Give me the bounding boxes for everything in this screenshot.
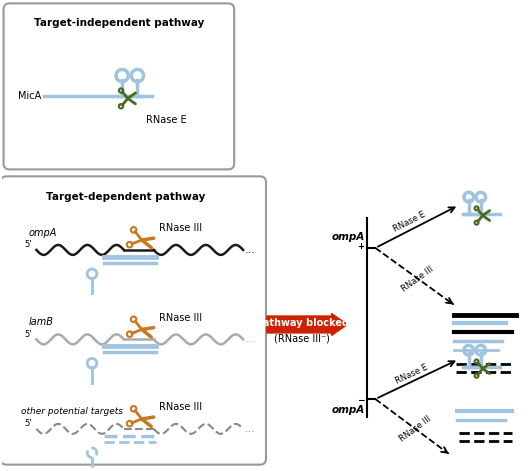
Text: Target-dependent pathway: Target-dependent pathway xyxy=(46,192,205,202)
Text: RNase III: RNase III xyxy=(159,313,202,323)
Text: 5': 5' xyxy=(24,330,32,339)
FancyArrow shape xyxy=(267,314,347,335)
FancyBboxPatch shape xyxy=(1,176,266,464)
Text: RNase E: RNase E xyxy=(391,210,427,234)
Text: Pathway blocked: Pathway blocked xyxy=(256,318,349,328)
Text: −: − xyxy=(357,396,364,405)
Text: ompA: ompA xyxy=(331,405,364,415)
Text: +: + xyxy=(357,242,364,251)
Text: Target-independent pathway: Target-independent pathway xyxy=(33,18,204,28)
FancyBboxPatch shape xyxy=(4,3,234,170)
Text: (RNase III⁻): (RNase III⁻) xyxy=(275,333,330,343)
Text: MicA: MicA xyxy=(18,91,41,101)
Text: ...: ... xyxy=(245,424,256,434)
Text: RNase III: RNase III xyxy=(400,265,435,294)
Text: ...: ... xyxy=(245,245,256,255)
Text: RNase E: RNase E xyxy=(395,363,430,386)
Text: lamB: lamB xyxy=(28,317,54,327)
Text: RNase III: RNase III xyxy=(159,223,202,233)
Text: RNase III: RNase III xyxy=(159,402,202,412)
Text: RNase III: RNase III xyxy=(398,414,433,444)
Text: RNase E: RNase E xyxy=(145,115,186,125)
Text: ompA: ompA xyxy=(28,228,57,238)
Text: ...: ... xyxy=(245,334,256,344)
Text: other potential targets: other potential targets xyxy=(21,407,123,416)
Text: 5': 5' xyxy=(24,240,32,250)
Text: 5': 5' xyxy=(24,419,32,429)
Text: ompA: ompA xyxy=(331,232,364,242)
